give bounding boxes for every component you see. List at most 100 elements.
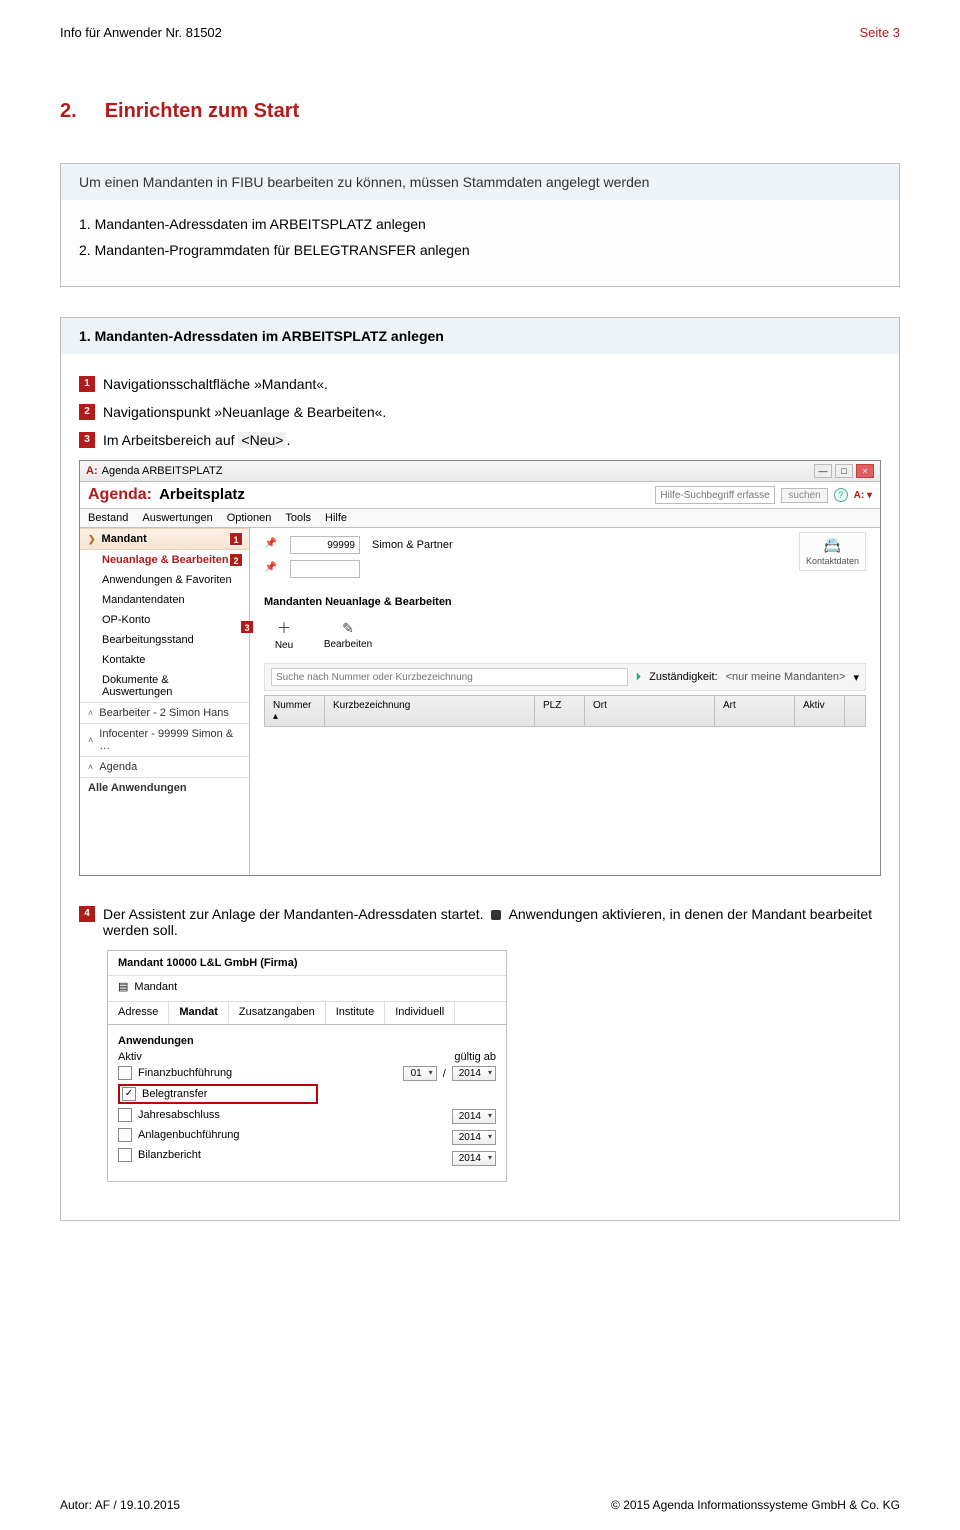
app-label: Belegtransfer — [142, 1088, 207, 1100]
table-col-art[interactable]: Art — [715, 696, 795, 726]
intro-lead: Um einen Mandanten in FIBU bearbeiten zu… — [61, 164, 899, 200]
menu-hilfe[interactable]: Hilfe — [325, 512, 347, 524]
table-col-aktiv[interactable]: Aktiv — [795, 696, 845, 726]
sidebar: ❯ Mandant 1 Neuanlage & Bearbeiten 2 Anw… — [80, 528, 250, 875]
mandant-name: Simon & Partner — [372, 539, 453, 551]
steps-title: 1. Mandanten-Adressdaten im ARBEITSPLATZ… — [61, 318, 899, 354]
arrow-icon — [491, 910, 501, 920]
header-right: Seite 3 — [860, 25, 900, 40]
sidebar-group-alle[interactable]: Alle Anwendungen — [80, 777, 249, 798]
search-filter-input[interactable] — [271, 668, 628, 686]
help-search-button[interactable]: suchen — [781, 488, 827, 503]
step-1-text: Navigationsschaltfläche »Mandant«. — [103, 376, 328, 392]
app-label: Bilanzbericht — [138, 1149, 201, 1161]
tab-institute[interactable]: Institute — [326, 1002, 386, 1024]
callout-3: 3 — [240, 620, 254, 634]
mandant-detail-panel: Mandant 10000 L&L GmbH (Firma) ▤ Mandant… — [107, 950, 507, 1182]
checkbox-jahresabschluss[interactable] — [118, 1108, 132, 1122]
form-section-title: Anwendungen — [108, 1025, 506, 1051]
zustaendigkeit-value[interactable]: <nur meine Mandanten> — [726, 671, 846, 683]
checkbox-finanzbuchführung[interactable] — [118, 1066, 132, 1080]
step-marker-2: 2 — [79, 404, 95, 420]
heading-number: 2. — [60, 100, 77, 123]
step-2-text: Navigationspunkt »Neuanlage & Bearbeiten… — [103, 404, 386, 420]
window-max-button[interactable]: □ — [835, 464, 853, 478]
sidebar-group-agenda[interactable]: ˄Agenda — [80, 756, 249, 777]
mandant-code-input[interactable] — [290, 536, 360, 554]
callout-2: 2 — [229, 553, 243, 567]
app-window: A: Agenda ARBEITSPLATZ — □ × Agenda: Arb… — [79, 460, 881, 876]
sidebar-item-dokumente[interactable]: Dokumente & Auswertungen — [80, 670, 249, 702]
brand: Agenda: — [88, 486, 152, 503]
tab-adresse[interactable]: Adresse — [108, 1002, 169, 1024]
detail-row-label[interactable]: Mandant — [134, 981, 177, 993]
intro-p1-num: 1. — [79, 216, 91, 232]
brand-sub: Arbeitsplatz — [159, 486, 245, 503]
menu-auswertungen[interactable]: Auswertungen — [142, 512, 212, 524]
table-col-kurzbezeichnung[interactable]: Kurzbezeichnung — [325, 696, 535, 726]
step-marker-3: 3 — [79, 432, 95, 448]
menubar: Bestand Auswertungen Optionen Tools Hilf… — [80, 509, 880, 528]
intro-box: Um einen Mandanten in FIBU bearbeiten zu… — [60, 163, 900, 287]
menu-bestand[interactable]: Bestand — [88, 512, 128, 524]
sidebar-group-bearbeiter[interactable]: ˄Bearbeiter - 2 Simon Hans — [80, 702, 249, 723]
tab-zusatzangaben[interactable]: Zusatzangaben — [229, 1002, 326, 1024]
table-col-ort[interactable]: Ort — [585, 696, 715, 726]
sidebar-group-infocenter[interactable]: ˄Infocenter - 99999 Simon & … — [80, 723, 249, 756]
year-select[interactable]: 2014 — [452, 1151, 496, 1166]
sidebar-head-mandant[interactable]: ❯ Mandant 1 — [80, 528, 249, 550]
app-label: Anlagenbuchführung — [138, 1129, 240, 1141]
month-select[interactable]: 01 — [403, 1066, 437, 1081]
pin-icon[interactable]: 📌 — [264, 562, 278, 576]
plus-icon: ＋ — [277, 618, 291, 638]
heading-text: Einrichten zum Start — [105, 100, 299, 123]
kontaktdaten-button[interactable]: 📇 Kontaktdaten — [799, 532, 866, 571]
filter-icon[interactable]: ⏵ — [636, 671, 642, 684]
sidebar-item-neuanlage[interactable]: Neuanlage & Bearbeiten 2 — [80, 550, 249, 570]
step-4-text: Der Assistent zur Anlage der Mandanten-A… — [103, 906, 881, 938]
app-label: Finanzbuchführung — [138, 1067, 232, 1079]
main-section-title: Mandanten Neuanlage & Bearbeiten — [264, 596, 866, 608]
tab-individuell[interactable]: Individuell — [385, 1002, 455, 1024]
sidebar-item-bearbeitungsstand[interactable]: Bearbeitungsstand — [80, 630, 249, 650]
col-gultig-header: gültig ab — [346, 1051, 496, 1063]
window-min-button[interactable]: — — [814, 464, 832, 478]
checkbox-bilanzbericht[interactable] — [118, 1148, 132, 1162]
year-select[interactable]: 2014 — [452, 1130, 496, 1145]
pencil-icon: ✎ — [342, 620, 354, 637]
table-col-nummer[interactable]: Nummer ▴ — [265, 696, 325, 726]
sidebar-item-mandantendaten[interactable]: Mandantendaten — [80, 590, 249, 610]
step-3-text: Im Arbeitsbereich auf <Neu>. — [103, 432, 290, 448]
app-icon: A: — [86, 465, 98, 477]
tab-mandat[interactable]: Mandat — [169, 1002, 229, 1024]
detail-title: Mandant 10000 L&L GmbH (Firma) — [108, 951, 506, 975]
bearbeiten-button[interactable]: ✎ Bearbeiten — [328, 620, 368, 650]
step-marker-4: 4 — [79, 906, 95, 922]
sidebar-item-anwendungen[interactable]: Anwendungen & Favoriten — [80, 570, 249, 590]
help-search-input[interactable] — [655, 486, 775, 504]
sidebar-item-kontakte[interactable]: Kontakte — [80, 650, 249, 670]
steps-box: 1. Mandanten-Adressdaten im ARBEITSPLATZ… — [60, 317, 900, 1221]
intro-p2: Mandanten-Programmdaten für BELEGTRANSFE… — [95, 242, 470, 258]
table-col-plz[interactable]: PLZ — [535, 696, 585, 726]
dropdown-icon[interactable]: ▾ — [853, 671, 859, 684]
callout-1: 1 — [229, 532, 243, 546]
menu-tools[interactable]: Tools — [285, 512, 311, 524]
help-icon[interactable]: ? — [834, 488, 848, 502]
intro-p2-num: 2. — [79, 242, 91, 258]
section-heading: 2. Einrichten zum Start — [60, 100, 900, 123]
checkbox-belegtransfer[interactable] — [122, 1087, 136, 1101]
neu-button[interactable]: ＋ Neu — [264, 618, 304, 651]
intro-p1: Mandanten-Adressdaten im ARBEITSPLATZ an… — [95, 216, 426, 232]
menu-optionen[interactable]: Optionen — [227, 512, 272, 524]
pin-icon[interactable]: 📌 — [264, 538, 278, 552]
mandant-code-input-2[interactable] — [290, 560, 360, 578]
checkbox-anlagenbuchführung[interactable] — [118, 1128, 132, 1142]
year-select[interactable]: 2014 — [452, 1066, 496, 1081]
table-header: Nummer ▴KurzbezeichnungPLZOrtArtAktiv — [264, 695, 866, 727]
year-select[interactable]: 2014 — [452, 1109, 496, 1124]
brand-icon[interactable]: A: ▾ — [854, 490, 872, 501]
window-close-button[interactable]: × — [856, 464, 874, 478]
zustaendigkeit-label: Zuständigkeit: — [649, 671, 717, 683]
sidebar-item-opkonto[interactable]: OP-Konto — [80, 610, 249, 630]
